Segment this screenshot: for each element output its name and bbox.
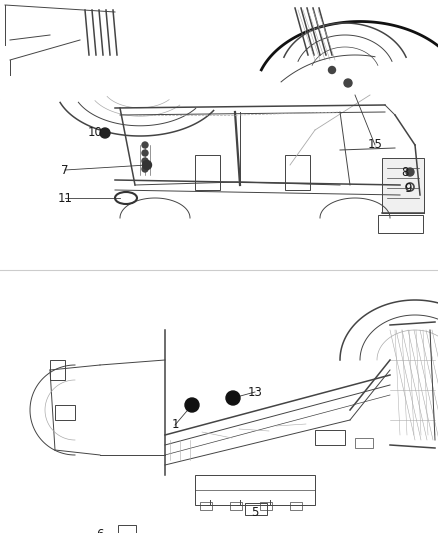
Bar	[50, 360, 65, 380]
Circle shape	[142, 166, 148, 172]
Bar	[195, 475, 315, 505]
Bar	[285, 155, 310, 190]
Circle shape	[328, 67, 336, 74]
Text: 7: 7	[61, 164, 69, 176]
Text: 5: 5	[251, 506, 259, 520]
Bar	[290, 502, 302, 510]
Text: 9: 9	[404, 182, 412, 195]
Bar	[55, 405, 75, 420]
Text: 1: 1	[171, 418, 179, 432]
Text: 13: 13	[247, 385, 262, 399]
Circle shape	[100, 128, 110, 138]
Bar	[118, 525, 136, 533]
Text: 8: 8	[401, 166, 409, 179]
Circle shape	[142, 150, 148, 156]
Circle shape	[142, 160, 152, 169]
Bar	[382, 158, 424, 213]
Bar	[355, 438, 373, 448]
Text: 6: 6	[96, 529, 104, 533]
Circle shape	[406, 168, 414, 176]
Bar	[195, 155, 220, 190]
Circle shape	[226, 391, 240, 405]
Bar	[378, 215, 423, 233]
Circle shape	[142, 142, 148, 148]
Text: 10: 10	[88, 126, 102, 140]
Bar	[315, 430, 345, 445]
Text: 11: 11	[57, 191, 73, 205]
Circle shape	[185, 398, 199, 412]
Bar	[200, 502, 212, 510]
Bar	[260, 502, 272, 510]
Bar	[245, 503, 267, 515]
Bar	[230, 502, 242, 510]
Text: 15: 15	[367, 139, 382, 151]
Circle shape	[344, 79, 352, 87]
Circle shape	[142, 158, 148, 164]
